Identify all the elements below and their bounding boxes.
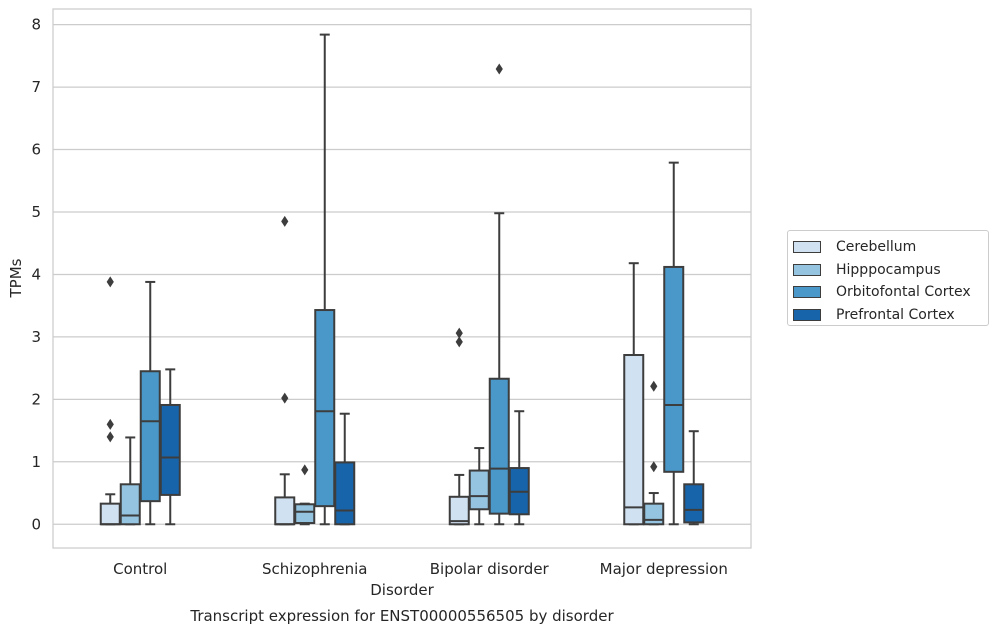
box-plot	[643, 380, 665, 526]
outlier-marker	[301, 464, 309, 476]
outlier-marker	[106, 418, 114, 430]
y-tick-label: 3	[31, 328, 41, 346]
x-axis-label: Disorder	[370, 581, 434, 599]
box-plot	[334, 412, 356, 526]
iqr-box	[314, 309, 336, 508]
outlier-marker	[650, 380, 658, 392]
y-tick-label: 2	[31, 390, 41, 408]
y-tick-labels: 0 1 2 3 4 5 6 7 8	[31, 16, 41, 534]
iqr-box	[683, 483, 705, 524]
y-tick-label: 1	[31, 453, 41, 471]
outlier-marker	[106, 276, 114, 288]
legend-label: Hipppocampus	[836, 261, 941, 278]
box-plot	[139, 280, 161, 526]
box-plot	[508, 410, 530, 526]
outlier-marker	[455, 336, 463, 348]
box-series	[99, 33, 705, 526]
y-tick-label: 7	[31, 78, 41, 96]
box-plot	[683, 430, 705, 526]
y-tick-label: 6	[31, 141, 41, 159]
iqr-box	[488, 377, 510, 515]
y-tick-label: 5	[31, 203, 41, 221]
legend-label: Orbitofontal Cortex	[836, 284, 971, 301]
legend-swatch	[793, 263, 821, 276]
y-axis-label: TPMs	[7, 258, 25, 298]
legend-label: Prefrontal Cortex	[836, 306, 955, 323]
iqr-box	[159, 403, 181, 496]
legend-label: Cerebellum	[836, 239, 917, 256]
legend-swatch	[793, 241, 821, 254]
x-tick-label: Control	[113, 560, 167, 578]
iqr-box	[468, 469, 490, 511]
iqr-box	[623, 354, 645, 526]
iqr-box	[643, 502, 665, 526]
box-plot	[159, 368, 181, 526]
iqr-box	[99, 502, 121, 526]
y-tick-label: 0	[31, 515, 41, 533]
iqr-box	[274, 496, 296, 526]
box-plot	[448, 327, 470, 526]
legend: Cerebellum Hipppocampus Orbitofontal Cor…	[787, 230, 989, 326]
y-tick-label: 4	[31, 265, 41, 283]
x-tick-label: Major depression	[600, 560, 728, 578]
y-tick-label: 8	[31, 16, 41, 34]
box-plot	[99, 276, 121, 526]
outlier-marker	[106, 431, 114, 443]
box-plot	[119, 436, 141, 526]
legend-item-cerebellum: Cerebellum	[788, 236, 988, 259]
iqr-box	[334, 461, 356, 526]
legend-item-hippocampus: Hipppocampus	[788, 259, 988, 282]
iqr-box	[139, 370, 161, 503]
box-plot	[294, 464, 316, 526]
outlier-marker	[281, 392, 289, 404]
outlier-marker	[495, 63, 503, 75]
box-plot	[623, 262, 645, 526]
legend-swatch	[793, 286, 821, 299]
box-plot	[468, 447, 490, 526]
x-tick-labels: Control Schizophrenia Bipolar disorder Majo…	[113, 560, 728, 578]
box-plot	[663, 161, 685, 526]
legend-item-orbitofrontal-cortex: Orbitofontal Cortex	[788, 281, 988, 304]
outlier-marker	[650, 461, 658, 473]
box-plot	[488, 63, 510, 526]
x-tick-label: Bipolar disorder	[430, 560, 550, 578]
box-plot	[274, 215, 296, 526]
chart-title: Transcript expression for ENST0000055650…	[189, 607, 614, 625]
x-tick-label: Schizophrenia	[262, 560, 367, 578]
box-plot	[314, 33, 336, 526]
iqr-box	[663, 265, 685, 473]
legend-item-prefrontal-cortex: Prefrontal Cortex	[788, 304, 988, 327]
iqr-box	[294, 503, 316, 525]
legend-swatch	[793, 308, 821, 321]
iqr-box	[119, 483, 141, 526]
iqr-box	[448, 495, 470, 526]
plot-frame	[52, 8, 752, 549]
outlier-marker	[281, 215, 289, 227]
outlier-marker	[455, 327, 463, 339]
